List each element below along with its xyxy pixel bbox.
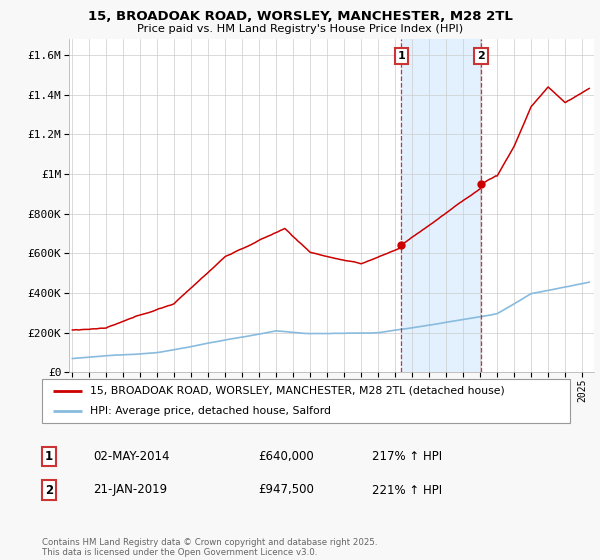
Text: 15, BROADOAK ROAD, WORSLEY, MANCHESTER, M28 2TL (detached house): 15, BROADOAK ROAD, WORSLEY, MANCHESTER, … (89, 386, 504, 396)
Text: 2: 2 (45, 483, 53, 497)
Text: 1: 1 (45, 450, 53, 463)
Text: 02-MAY-2014: 02-MAY-2014 (93, 450, 170, 463)
Text: 15, BROADOAK ROAD, WORSLEY, MANCHESTER, M28 2TL: 15, BROADOAK ROAD, WORSLEY, MANCHESTER, … (88, 10, 512, 23)
Text: HPI: Average price, detached house, Salford: HPI: Average price, detached house, Salf… (89, 406, 331, 416)
Text: 21-JAN-2019: 21-JAN-2019 (93, 483, 167, 497)
Text: 1: 1 (397, 51, 405, 61)
Text: Price paid vs. HM Land Registry's House Price Index (HPI): Price paid vs. HM Land Registry's House … (137, 24, 463, 34)
Text: Contains HM Land Registry data © Crown copyright and database right 2025.
This d: Contains HM Land Registry data © Crown c… (42, 538, 377, 557)
Bar (401, 39, 481, 372)
Text: 221% ↑ HPI: 221% ↑ HPI (372, 483, 442, 497)
Text: 217% ↑ HPI: 217% ↑ HPI (372, 450, 442, 463)
Text: £947,500: £947,500 (258, 483, 314, 497)
Text: £640,000: £640,000 (258, 450, 314, 463)
Text: 2: 2 (477, 51, 485, 61)
